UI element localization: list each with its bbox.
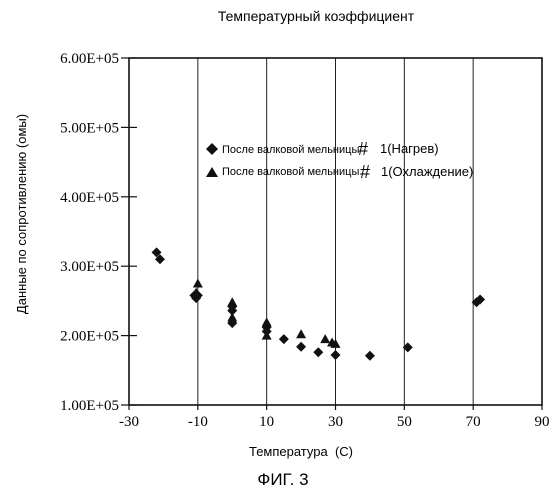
legend-label-cooling: После валковой мельницы — [222, 166, 359, 178]
data-point-cooling — [227, 297, 237, 306]
legend-hash-cooling: # — [360, 162, 370, 182]
data-point-heating — [313, 347, 323, 357]
x-tick-label: 10 — [259, 414, 274, 430]
data-point-cooling — [262, 317, 272, 326]
x-tick-label: -10 — [188, 414, 208, 430]
legend-label-heating: После валковой мельницы — [222, 144, 359, 156]
x-tick-label: 90 — [535, 414, 550, 430]
data-point-heating — [296, 342, 306, 352]
data-point-cooling — [193, 279, 203, 288]
y-tick-label: 6.00E+05 — [60, 51, 119, 67]
y-tick-label: 2.00E+05 — [60, 329, 119, 345]
data-point-cooling — [296, 329, 306, 338]
x-tick-label: 70 — [466, 414, 481, 430]
legend-triangle-marker — [206, 167, 218, 177]
y-axis: 1.00E+05 2.00E+05 3.00E+05 4.00E+05 5.00E+05… — [60, 51, 137, 414]
data-point-heating — [279, 334, 289, 344]
x-axis: -30 -10 10 30 50 70 90 — [119, 405, 550, 430]
legend-suffix-cooling: 1(Охлаждение) — [381, 164, 473, 179]
y-tick-label: 4.00E+05 — [60, 190, 119, 206]
legend-hash-heating: # — [358, 139, 368, 159]
legend-suffix-heating: 1(Нагрев) — [380, 141, 439, 156]
y-tick-label: 1.00E+05 — [60, 398, 119, 414]
figure-caption: ФИГ. 3 — [257, 470, 308, 489]
y-tick-label: 3.00E+05 — [60, 259, 119, 275]
x-tick-label: -30 — [119, 414, 139, 430]
data-point-cooling — [227, 313, 237, 322]
data-points — [152, 247, 486, 360]
y-tick-label: 5.00E+05 — [60, 120, 119, 136]
data-point-heating — [365, 351, 375, 361]
x-tick-label: 50 — [397, 414, 412, 430]
data-point-cooling — [320, 334, 330, 343]
data-point-heating — [331, 350, 341, 360]
legend: После валковой мельницы # 1(Нагрев) Посл… — [206, 139, 473, 182]
x-axis-label: Температура (С) — [249, 444, 353, 459]
x-tick-label: 30 — [328, 414, 343, 430]
chart-title: Температурный коэффициент — [218, 8, 415, 24]
y-axis-label: Данные по сопротивлению (омы) — [14, 114, 29, 314]
legend-diamond-marker — [206, 143, 218, 155]
data-point-cooling — [191, 288, 201, 297]
